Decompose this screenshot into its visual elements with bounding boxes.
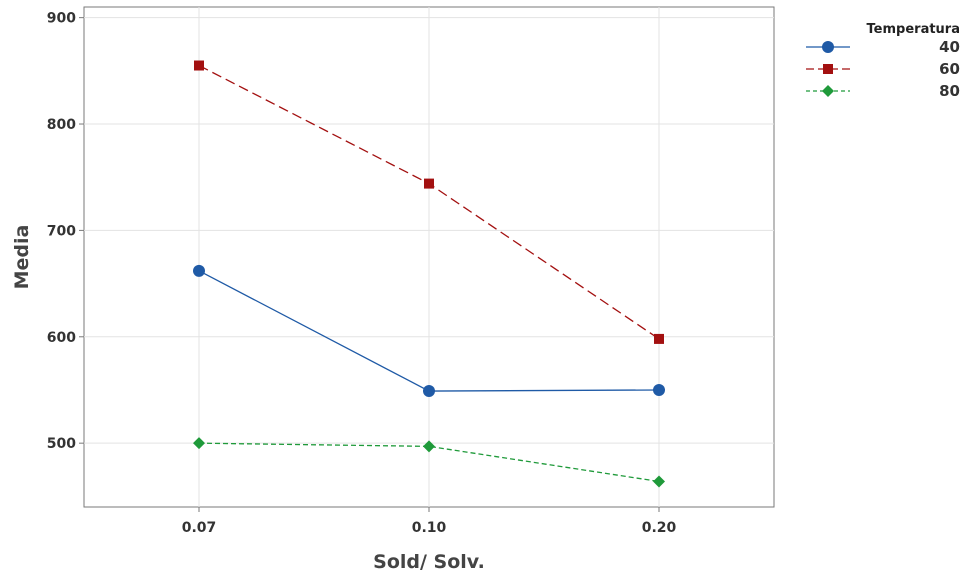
series-40: [193, 264, 665, 398]
y-tick-label: 800: [47, 117, 76, 133]
legend-item: 60: [806, 60, 960, 78]
y-axis-title: Media: [11, 225, 33, 290]
data-point: [194, 60, 204, 71]
y-tick-label: 700: [47, 223, 76, 239]
legend-item: 80: [806, 82, 960, 100]
data-point: [654, 333, 664, 344]
series-layer: [193, 60, 665, 488]
data-point: [424, 178, 434, 189]
data-point: [423, 385, 435, 398]
data-point: [193, 264, 205, 277]
x-axis-title: Sold/ Solv.: [373, 551, 485, 573]
data-point: [653, 475, 665, 488]
legend-marker: [823, 64, 833, 74]
series-80: [193, 437, 665, 488]
legend-label: 40: [939, 38, 960, 56]
x-tick-label: 0.07: [182, 520, 217, 536]
data-point: [653, 383, 665, 396]
series-60: [194, 60, 664, 344]
data-point: [423, 440, 435, 453]
y-tick-label: 900: [47, 11, 76, 27]
legend-marker: [822, 85, 834, 97]
legend-marker: [822, 41, 834, 53]
legend-label: 60: [939, 60, 960, 78]
legend-label: 80: [939, 82, 960, 100]
y-tick-label: 500: [47, 436, 76, 452]
data-point: [193, 437, 205, 450]
legend-item: 40: [806, 38, 960, 56]
x-tick-label: 0.20: [642, 520, 677, 536]
legend: Temperatura 40 60 80: [806, 22, 960, 100]
legend-title: Temperatura: [867, 22, 960, 37]
axes: 500 600 700 800 900 0.07 0.10 0.20: [47, 11, 677, 536]
y-tick-label: 600: [47, 330, 76, 346]
x-tick-label: 0.10: [412, 520, 447, 536]
series-line: [198, 442, 660, 483]
